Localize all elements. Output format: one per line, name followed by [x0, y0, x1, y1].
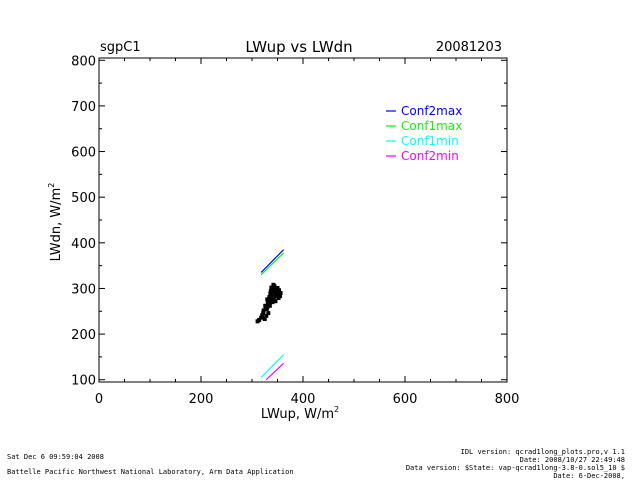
y-tick-label: 300 [71, 282, 96, 297]
footer-data-date: Date: 6-Dec-2008, [553, 472, 625, 480]
chart-title: LWup vs LWdn [245, 38, 352, 56]
x-tick-label: 200 [189, 392, 214, 407]
scatter-point [257, 317, 262, 322]
scatter-point [264, 313, 269, 318]
scatter-point [265, 305, 270, 310]
scatter-point [269, 294, 274, 299]
scatter-point [272, 284, 277, 289]
legend-label: Conf2max [401, 104, 462, 118]
scatter-point [275, 289, 280, 294]
scatter-point [273, 294, 278, 299]
series-line-conf1min [260, 354, 285, 378]
series-line-conf1max [260, 252, 285, 276]
scatter-point [268, 291, 273, 296]
scatter-points [255, 282, 283, 324]
scatter-point [268, 296, 273, 301]
scatter-point [259, 315, 264, 320]
axis-ticks: 0 200 400 600 800 100 200 300 400 500 600 700 800 [71, 54, 519, 407]
scatter-point [262, 317, 267, 322]
footer-data-version: Data version: $State: vap-qcrad1long-3.8… [405, 464, 625, 472]
y-tick-label: 700 [71, 100, 96, 115]
series-line-conf2min [265, 362, 285, 381]
series-line-conf2max [260, 249, 285, 273]
y-tick-label: 500 [71, 191, 96, 206]
footer-org: Battelle Pacific Northwest National Labo… [7, 468, 294, 476]
legend-label: Conf1min [401, 134, 459, 148]
x-tick-label: 0 [95, 392, 103, 407]
scatter-point [276, 292, 281, 297]
y-tick-label: 100 [71, 374, 96, 389]
scatter-point [263, 303, 268, 308]
footer-idl-date: Date: 2008/10/27 22:49:48 [519, 456, 625, 464]
scatter-point [270, 300, 275, 305]
scatter-point [270, 286, 275, 291]
scatter-point [261, 308, 266, 313]
x-axis-title: LWup, W/m2 [261, 405, 339, 422]
scatter-point [266, 298, 271, 303]
legend-label: Conf2min [401, 149, 459, 163]
y-tick-label: 200 [71, 328, 96, 343]
footer-idl-version: IDL version: qcrad1long_plots.pro,v 1.1 [460, 448, 625, 456]
y-tick-label: 600 [71, 146, 96, 161]
scatter-point [261, 310, 266, 315]
x-tick-label: 800 [495, 392, 520, 407]
site-label: sgpC1 [100, 40, 141, 55]
scatter-point [268, 289, 273, 294]
scatter-point [272, 290, 277, 295]
scatter-point [273, 287, 278, 292]
y-axis-title: LWdn, W/m2 [47, 183, 64, 262]
scatter-point [273, 299, 278, 304]
y-tick-label: 800 [71, 54, 96, 69]
scatter-point [267, 303, 272, 308]
confidence-lines [260, 249, 285, 381]
scatter-point [260, 313, 265, 318]
footer-timestamp: Sat Dec 6 09:59:04 2008 [7, 453, 104, 461]
y-tick-label: 400 [71, 237, 96, 252]
scatter-point [278, 294, 283, 299]
x-tick-label: 600 [393, 392, 418, 407]
legend-label: Conf1max [401, 119, 462, 133]
date-label: 20081203 [436, 40, 502, 55]
x-tick-label: 400 [291, 392, 316, 407]
scatter-point [278, 291, 283, 296]
scatter-point [266, 311, 271, 316]
